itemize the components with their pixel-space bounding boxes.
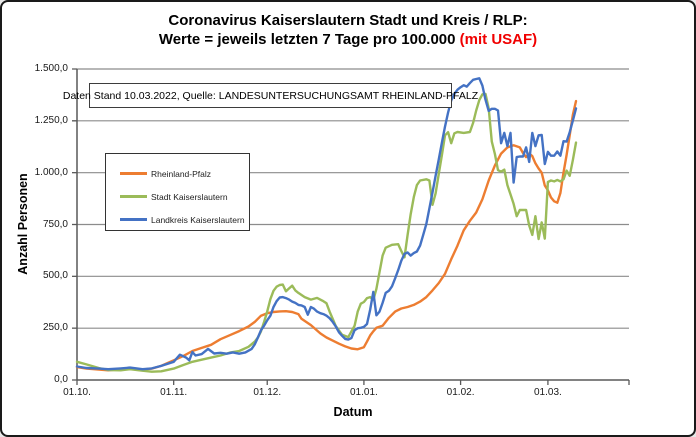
x-tick-label-01.10.: 01.10. [63,387,91,398]
legend-item-stadt-kaiserslautern: Stadt Kaiserslautern [120,185,249,208]
y-tick-label-250,0: 250,0 [42,322,68,334]
y-tick-label-1.500,0: 1.500,0 [34,63,68,74]
legend-line-swatch-stadt-kaiserslautern [120,195,147,198]
x-tick-label-01.03.: 01.03. [534,387,562,398]
series-line-stadt-kaiserslautern [75,92,578,373]
series-line-rheinland-pfalz [75,99,578,372]
legend-line-swatch-landkreis-kaiserslautern [120,218,147,221]
x-axis-title: Datum [333,405,373,419]
x-tick-label-01.12.: 01.12. [253,387,282,398]
chart-title: Coronavirus Kaiserslautern Stadt und Kre… [2,11,694,49]
y-tick-label-1.000,0: 1.000,0 [34,166,68,178]
y-tick-label-1.250,0: 1.250,0 [34,114,68,126]
legend-line-swatch-rheinland-pfalz [120,172,147,175]
chart-title-line2: Werte = jeweils letzten 7 Tage pro 100.0… [2,30,694,49]
chart-title-line1: Coronavirus Kaiserslautern Stadt und Kre… [168,12,528,29]
x-tick-label-01.01.: 01.01. [350,387,378,398]
y-tick-label-0,0: 0,0 [54,374,68,385]
y-axis-title: Anzahl Personen [16,173,30,275]
legend-box: Rheinland-Pfalz Stadt Kaiserslautern Lan… [105,153,250,231]
source-note-box: Daten Stand 10.03.2022, Quelle: LANDESUN… [63,83,478,108]
x-tick-label-01.11.: 01.11. [160,387,188,398]
legend-label: Stadt Kaiserslautern [151,191,228,202]
legend-label: Landkreis Kaiserslautern [151,214,245,225]
legend-item-landkreis-kaiserslautern: Landkreis Kaiserslautern [120,208,249,231]
legend-label: Rheinland-Pfalz [151,168,212,179]
series-line-landkreis-kaiserslautern [75,77,578,371]
x-tick-label-01.02.: 01.02. [446,387,475,398]
chart-title-line2-main: Werte = jeweils letzten 7 Tage pro 100.0… [158,31,456,48]
source-note-text: Daten Stand 10.03.2022, Quelle: LANDESUN… [62,89,479,102]
y-tick-label-750,0: 750,0 [42,218,68,230]
chart-title-usaf-note: (mit USAF) [459,31,538,48]
y-tick-label-500,0: 500,0 [42,270,68,282]
legend-item-rheinland-pfalz: Rheinland-Pfalz [120,162,249,185]
